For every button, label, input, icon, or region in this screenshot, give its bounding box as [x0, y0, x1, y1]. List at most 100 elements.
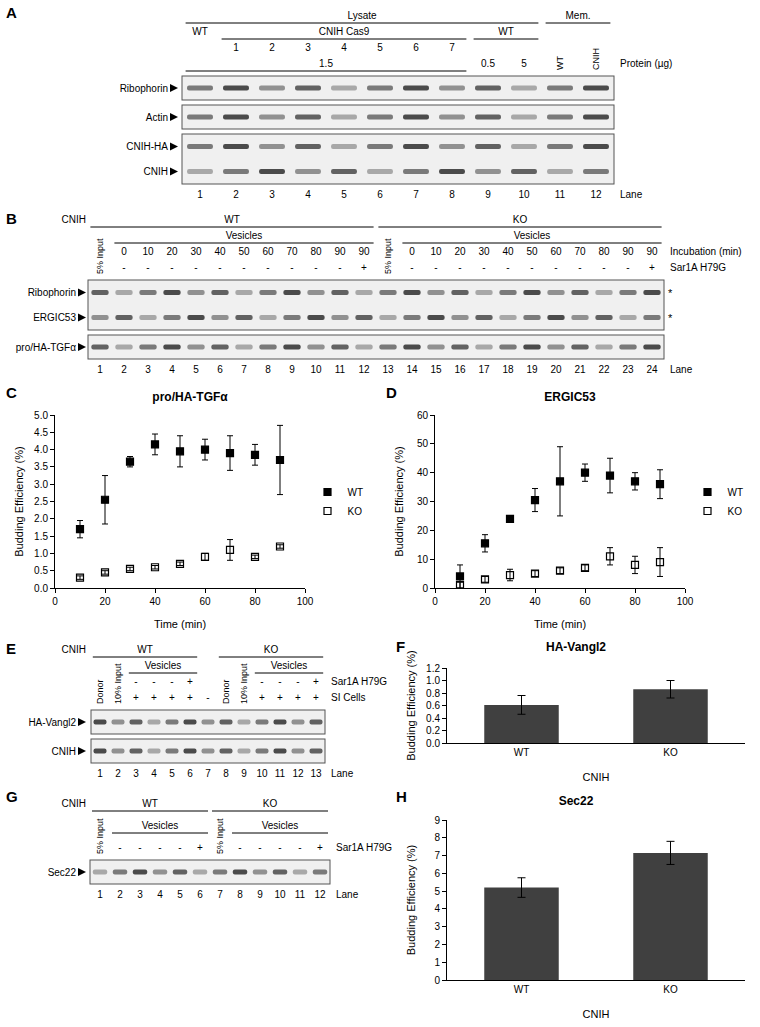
svg-text:Donor: Donor [221, 679, 231, 704]
svg-text:40: 40 [529, 596, 541, 607]
svg-text:2: 2 [269, 42, 275, 53]
svg-text:0.5: 0.5 [481, 58, 495, 69]
svg-text:-: - [506, 262, 509, 273]
svg-text:9: 9 [289, 364, 295, 375]
svg-text:Vesicles: Vesicles [226, 230, 263, 241]
svg-text:9: 9 [485, 189, 491, 200]
svg-text:5% Input: 5% Input [95, 818, 105, 854]
svg-text:80: 80 [310, 246, 322, 257]
svg-text:5% Input: 5% Input [215, 818, 225, 854]
svg-text:100: 100 [677, 596, 694, 607]
svg-text:10: 10 [142, 246, 154, 257]
svg-text:4.0: 4.0 [34, 444, 48, 455]
svg-text:ERGIC53: ERGIC53 [544, 390, 596, 404]
svg-text:Sec22: Sec22 [48, 867, 77, 878]
svg-text:Donor: Donor [95, 679, 105, 704]
svg-text:40: 40 [149, 596, 161, 607]
svg-text:11: 11 [335, 364, 346, 375]
svg-text:Actin: Actin [146, 112, 168, 123]
svg-text:1: 1 [97, 768, 103, 779]
svg-text:-: - [626, 262, 629, 273]
svg-text:+: + [295, 692, 301, 703]
svg-text:B: B [6, 210, 17, 227]
svg-text:-: - [178, 842, 181, 853]
svg-text:-: - [314, 262, 317, 273]
svg-text:KO: KO [663, 984, 678, 995]
svg-text:+: + [313, 676, 319, 687]
svg-text:+: + [649, 262, 655, 273]
svg-text:Mem.: Mem. [566, 10, 591, 21]
svg-text:16: 16 [454, 364, 466, 375]
svg-text:0.0: 0.0 [426, 738, 440, 749]
svg-text:Lane: Lane [336, 889, 359, 900]
svg-text:80: 80 [598, 246, 610, 257]
svg-text:0.8: 0.8 [426, 688, 440, 699]
svg-text:30: 30 [478, 246, 490, 257]
svg-text:3: 3 [137, 889, 143, 900]
svg-text:KO: KO [728, 506, 743, 517]
svg-text:6: 6 [187, 768, 193, 779]
svg-text:2: 2 [121, 364, 127, 375]
svg-text:HA-Vangl2: HA-Vangl2 [546, 640, 606, 654]
svg-text:1: 1 [233, 42, 239, 53]
svg-text:Budding Efficiency (%): Budding Efficiency (%) [405, 845, 417, 955]
svg-text:12: 12 [590, 189, 602, 200]
svg-text:-: - [278, 676, 281, 687]
svg-text:3.0: 3.0 [34, 479, 48, 490]
svg-text:5: 5 [434, 886, 440, 897]
svg-text:Budding Efficiency (%): Budding Efficiency (%) [13, 446, 25, 556]
svg-text:10: 10 [430, 246, 442, 257]
svg-text:+: + [277, 692, 283, 703]
svg-text:Budding Efficiency (%): Budding Efficiency (%) [393, 446, 405, 556]
svg-text:10: 10 [310, 364, 322, 375]
svg-text:WT: WT [142, 798, 158, 809]
svg-text:1: 1 [434, 957, 440, 968]
svg-text:20: 20 [479, 596, 491, 607]
svg-text:WT: WT [348, 487, 364, 498]
svg-text:Vesicles: Vesicles [271, 660, 308, 671]
svg-text:+: + [169, 692, 175, 703]
svg-text:8: 8 [223, 768, 229, 779]
svg-text:7: 7 [449, 42, 455, 53]
svg-text:6: 6 [217, 364, 223, 375]
svg-text:WT: WT [192, 26, 208, 37]
svg-text:-: - [482, 262, 485, 273]
svg-text:G: G [6, 788, 18, 805]
svg-text:+: + [361, 262, 367, 273]
svg-text:1.5: 1.5 [319, 58, 333, 69]
svg-text:50: 50 [526, 246, 538, 257]
svg-text:1.2: 1.2 [426, 663, 440, 674]
svg-text:-: - [578, 262, 581, 273]
svg-text:3: 3 [133, 768, 139, 779]
svg-text:0: 0 [434, 975, 440, 986]
svg-text:20: 20 [550, 364, 562, 375]
svg-text:3: 3 [269, 189, 275, 200]
svg-text:13: 13 [382, 364, 394, 375]
svg-text:15: 15 [430, 364, 442, 375]
svg-text:9: 9 [241, 768, 247, 779]
svg-text:-: - [266, 262, 269, 273]
svg-text:-: - [118, 842, 121, 853]
svg-text:22: 22 [598, 364, 610, 375]
svg-text:WT: WT [728, 487, 744, 498]
svg-text:11: 11 [275, 768, 286, 779]
svg-text:80: 80 [249, 596, 261, 607]
svg-text:0: 0 [52, 596, 58, 607]
svg-text:-: - [260, 676, 263, 687]
svg-text:CNIH: CNIH [62, 214, 86, 225]
svg-text:40: 40 [214, 246, 226, 257]
svg-text:-: - [530, 262, 533, 273]
svg-text:7: 7 [434, 850, 440, 861]
svg-text:60: 60 [417, 410, 429, 421]
svg-text:0.6: 0.6 [426, 700, 440, 711]
svg-text:CNIH: CNIH [583, 771, 610, 783]
svg-text:-: - [298, 842, 301, 853]
svg-text:-: - [296, 676, 299, 687]
svg-text:2: 2 [117, 889, 123, 900]
svg-text:80: 80 [629, 596, 641, 607]
svg-text:5.0: 5.0 [34, 410, 48, 421]
svg-text:Lane: Lane [620, 189, 643, 200]
svg-text:C: C [6, 384, 17, 401]
svg-text:+: + [259, 692, 265, 703]
svg-text:-: - [152, 676, 155, 687]
